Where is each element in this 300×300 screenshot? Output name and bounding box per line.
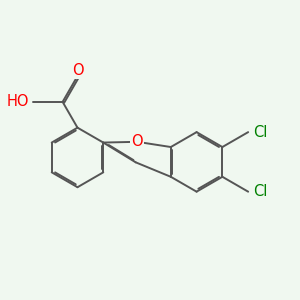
Text: O: O: [131, 134, 143, 149]
Text: HO: HO: [7, 94, 29, 110]
Text: Cl: Cl: [254, 124, 268, 140]
Text: O: O: [72, 63, 83, 78]
Text: Cl: Cl: [254, 184, 268, 199]
